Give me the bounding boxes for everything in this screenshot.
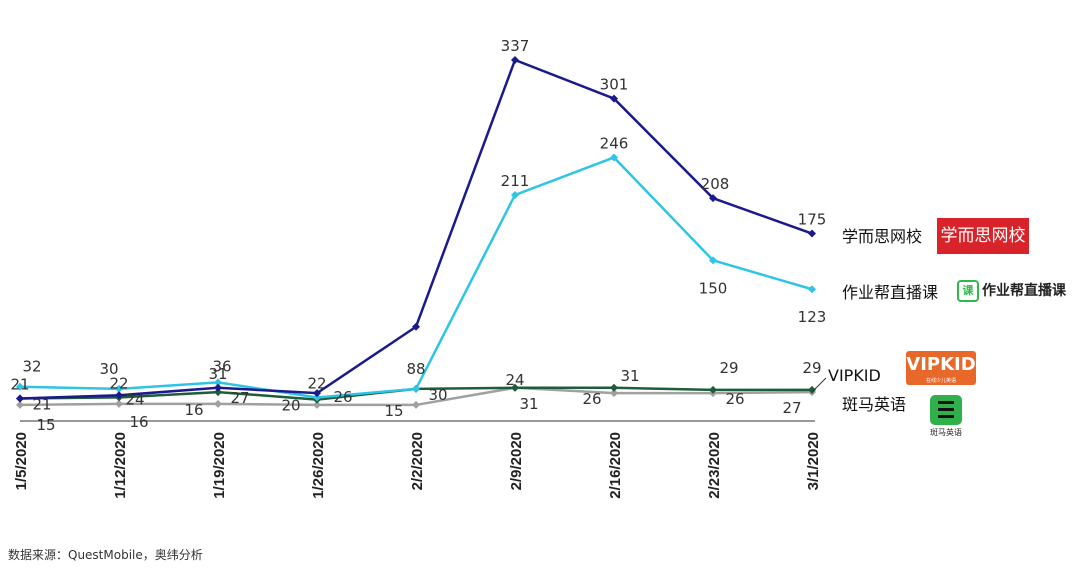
legend-vip-leader	[811, 377, 827, 393]
x-tick-label: 1/26/2020	[310, 432, 327, 499]
series-0-point	[808, 229, 816, 238]
series-2-point	[709, 385, 717, 394]
series-1-data-label: 22	[307, 374, 326, 392]
legend-xes: 学而思网校	[842, 227, 922, 246]
series-0-point	[709, 194, 717, 203]
x-tick-label: 2/2/2020	[409, 432, 426, 490]
zyb-badge-icon: 课	[957, 280, 979, 302]
series-3-point	[214, 399, 222, 408]
series-3-data-label: 26	[582, 390, 601, 408]
series-2-point	[214, 388, 222, 397]
zebra-logo: 斑马英语	[929, 395, 963, 439]
x-tick-label: 2/16/2020	[607, 432, 624, 499]
series-1-data-label: 32	[22, 358, 41, 376]
series-2-data-label: 20	[281, 397, 300, 415]
vipkid-logo-subtext: 在线少儿英语	[925, 378, 956, 384]
legend-zebra: 斑马英语	[842, 395, 906, 414]
x-tick-label: 1/12/2020	[112, 432, 129, 499]
series-2-data-label: 24	[505, 371, 524, 389]
series-3-data-label: 16	[129, 413, 148, 431]
xes-logo: 学而思网校	[937, 218, 1029, 254]
series-0-point	[214, 383, 222, 392]
series-1-data-label: 150	[699, 279, 728, 297]
series-2-point	[610, 383, 618, 392]
series-0-point	[511, 56, 519, 64]
series-0-data-label: 31	[208, 365, 227, 383]
legend-vipkid: VIPKID	[828, 366, 881, 385]
series-3-data-label: 15	[384, 402, 403, 420]
series-3-point	[115, 399, 123, 408]
series-3-data-label: 26	[725, 390, 744, 408]
series-1-data-label: 211	[501, 172, 530, 190]
series-3-point	[412, 400, 420, 409]
series-1-point	[115, 384, 123, 393]
series-1-data-label: 36	[212, 357, 231, 375]
series-0-data-label: 21	[10, 376, 29, 394]
series-1-point	[511, 190, 519, 199]
x-tick-label: 3/1/2020	[805, 432, 822, 490]
zyb-logo-text: 作业帮直播课	[982, 283, 1066, 299]
series-3-data-label: 27	[782, 399, 801, 417]
series-3-point	[610, 389, 618, 398]
vipkid-logo: VIPKID 在线少儿英语	[906, 351, 976, 385]
series-1-point	[808, 285, 816, 294]
zebra-logo-text: 斑马英语	[930, 428, 962, 437]
series-0-data-label: 24	[125, 390, 144, 408]
series-2-data-label: 29	[802, 359, 821, 377]
series-1-point	[214, 378, 222, 387]
series-2-data-label: 21	[32, 396, 51, 414]
series-1-data-label: 88	[406, 360, 425, 378]
series-2-data-label: 30	[428, 386, 447, 404]
series-3-point	[313, 400, 321, 409]
series-2-data-label: 27	[230, 389, 249, 407]
series-2-data-label: 31	[620, 367, 639, 385]
series-1-data-label: 30	[99, 360, 118, 378]
series-1-point	[610, 153, 618, 162]
series-0-data-label: 208	[701, 175, 730, 193]
series-1-data-label: 246	[600, 134, 629, 152]
series-3-data-label: 15	[36, 416, 55, 434]
x-tick-label: 2/23/2020	[706, 432, 723, 499]
legend-zyb: 作业帮直播课	[842, 283, 938, 302]
series-3-data-label: 16	[184, 401, 203, 419]
series-1-point	[412, 384, 420, 393]
series-2-data-label: 29	[719, 359, 738, 377]
x-tick-label: 1/5/2020	[13, 432, 30, 490]
series-2-point	[808, 385, 816, 394]
series-1-point	[16, 382, 24, 391]
series-1-data-label: 123	[798, 308, 827, 326]
series-0-data-label: 301	[600, 76, 629, 94]
series-line-0	[19, 58, 813, 400]
series-0-point	[16, 394, 24, 403]
series-2-point	[511, 383, 519, 392]
zyb-logo: 课作业帮直播课	[957, 279, 1073, 303]
series-0-data-label: 337	[501, 37, 530, 55]
series-2-data-label: 22	[109, 374, 128, 392]
series-0-point	[115, 391, 123, 400]
series-1-point	[313, 393, 321, 402]
x-tick-label: 1/19/2020	[211, 432, 228, 499]
series-3-point	[16, 400, 24, 409]
series-0-point	[313, 389, 321, 398]
series-1-point	[709, 256, 717, 265]
series-0-point	[610, 94, 618, 103]
series-0-data-label: 175	[798, 211, 827, 229]
zebra-icon	[930, 395, 962, 425]
series-0-data-label: 26	[333, 388, 352, 406]
data-source: 数据来源：QuestMobile，奥纬分析	[8, 548, 203, 562]
vipkid-logo-text: VIPKID	[906, 354, 976, 375]
series-0-point	[412, 322, 420, 331]
series-3-data-label: 31	[519, 395, 538, 413]
x-tick-label: 2/9/2020	[508, 432, 525, 490]
